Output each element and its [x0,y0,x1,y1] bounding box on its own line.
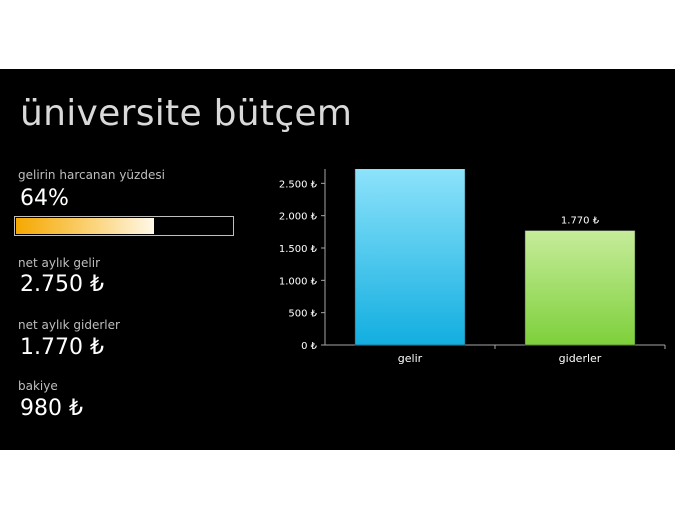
y-tick-label: 1.000 ₺ [279,276,318,287]
bar-giderler [524,230,636,346]
x-tick-label-gelir: gelir [398,352,423,365]
budget-bar-chart: 0 ₺500 ₺1.000 ₺1.500 ₺2.000 ₺2.500 ₺3.00… [279,169,666,365]
spent-percent-label: gelirin harcanan yüzdesi [18,168,165,182]
expenses-value: 1.770 ₺ [20,335,104,360]
slide-title: üniversite bütçem [20,93,353,134]
balance-value: 980 ₺ [20,396,83,421]
x-tick-label-giderler: giderler [559,352,602,365]
y-tick-label: 0 ₺ [301,341,318,352]
data-label-giderler: 1.770 ₺ [561,216,600,227]
balance-label: bakiye [18,379,58,393]
spent-progress-fill [16,218,154,234]
slide: üniversite bütçem gelirin harcanan yüzde… [0,69,675,450]
spent-progress-bar [14,216,234,236]
income-value: 2.750 ₺ [20,272,104,297]
expenses-label: net aylık giderler [18,318,120,332]
spent-percent-value: 64% [20,186,69,211]
y-tick-label: 1.500 ₺ [279,244,318,255]
y-tick-label: 2.000 ₺ [279,212,318,223]
y-tick-label: 500 ₺ [288,309,317,320]
bar-gelir [354,169,466,346]
income-label: net aylık gelir [18,256,100,270]
y-tick-label: 2.500 ₺ [279,179,318,190]
